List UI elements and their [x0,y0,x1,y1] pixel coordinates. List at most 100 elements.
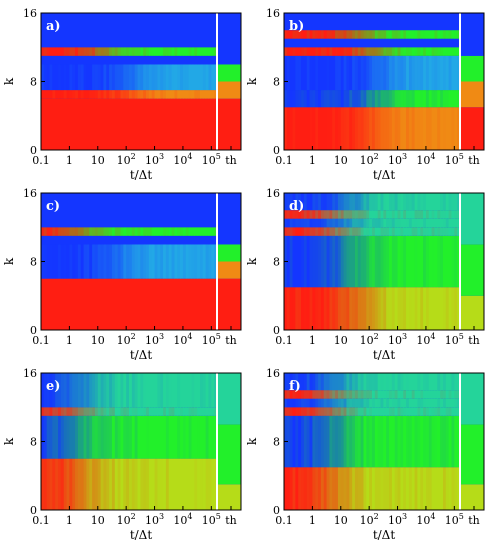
panel-a-cell [120,98,124,151]
panel-a-cell [126,47,130,56]
panel-a-label: a) [46,19,61,34]
panel-f-cell [363,390,367,399]
panel-b-cell [366,107,370,150]
panel-d-cell [394,218,399,228]
panel-e-cell [194,415,198,459]
panel-d-cell [337,287,342,330]
panel-f-cell [411,373,416,391]
panel-d-cell [295,235,299,288]
panel-d-cell [377,210,382,219]
panel-c-cell [103,244,107,279]
panel-e-cell [106,373,110,408]
panel-a-cell [134,55,139,65]
panel-e-cell [180,373,184,408]
panel-b-cell [301,107,305,150]
panel-d-cell [423,235,427,288]
panel-d-cell [445,210,450,219]
panel-c-cell [171,244,176,279]
panel-f-cell [377,398,382,408]
panel-a-x-tick-label: 1 [66,154,73,167]
panel-c-cell [55,227,59,236]
panel-c-x-tick-label: 105 [202,332,221,347]
panel-e-cell [171,407,176,416]
panel-c-cell [180,278,184,331]
panel-e-cell [106,407,110,416]
panel-f-cell [320,373,325,391]
panel-a-cell [106,13,110,48]
panel-f-cell [454,467,458,510]
panel-b-cell [323,47,328,56]
panel-b-cell [425,30,430,39]
panel-f-cell [445,398,450,408]
panel-a-cell [52,13,56,48]
panel-d-cell [357,287,362,330]
panel-d-cell [414,235,419,288]
panel-b-cell [346,30,350,39]
panel-d-cell [352,235,356,288]
panel-b-cell [380,38,384,48]
panel-b-cell [428,55,433,91]
panel-b-cell [349,90,353,108]
panel-f-cell [391,407,396,416]
panel-f-cell [400,398,404,408]
panel-b-cell [360,47,365,56]
panel-d-cell [383,287,387,330]
panel-e-cell [97,458,102,511]
panel-e-cell [182,415,187,459]
panel-c-cell [154,235,158,245]
panel-f-label: f) [289,379,301,394]
panel-b-cell [292,107,296,150]
panel-f-cell [286,390,291,399]
panel-c-cell [49,235,53,245]
panel-a-cell [100,90,105,99]
panel-f-cell [309,390,313,399]
panel-d-cell [397,210,401,219]
panel-d-cell [437,287,441,330]
panel-e-cell [41,373,45,408]
panel-e-cell [174,407,178,416]
panel-a-cell [43,98,48,151]
panel-f-cell [445,390,450,399]
panel-b-cell [457,107,461,150]
panel-f-y-tick-label: 8 [273,436,280,449]
panel-f-cell [340,415,345,468]
panel-d-cell [292,210,296,219]
panel-c-cell [191,278,195,331]
panel-b-cell [386,30,390,39]
panel-f-cell [397,467,401,510]
panel-d-cell [411,287,416,330]
panel-b-cell [343,47,348,56]
panel-d-cell [340,227,345,236]
panel-e-cell [185,373,190,408]
panel-d-cell [431,235,436,288]
panel-f-cell [292,407,296,416]
panel-d-cell [352,287,356,330]
panel-d-cell [383,210,387,219]
panel-a-cell [180,98,184,151]
panel-a-cell [131,13,136,48]
panel-c-cell [199,244,204,279]
panel-d-cell [312,218,316,228]
panel-c-cell [46,193,51,228]
panel-b-cell [400,55,404,91]
panel-a-cell [114,90,119,99]
panel-f-cell [343,398,348,408]
panel-c-x-tick-label: 1 [66,334,73,347]
panel-a-cell [92,98,96,151]
panel-b-cell [420,47,424,56]
panel-a-cell [41,13,45,48]
panel-a-cell [46,13,51,48]
panel-c-cell [177,235,181,245]
panel-e-cell [66,458,70,511]
panel-a-cell [129,98,133,151]
panel-f-cell [318,373,322,391]
panel-a-cell [111,90,116,99]
panel-f-cell [318,415,322,468]
panel-b-cell [457,90,461,108]
panel-a-cell [199,47,204,56]
panel-f-cell [374,407,379,416]
panel-b-cell [343,55,348,91]
panel-b-cell [318,38,322,48]
panel-f-cell [286,467,291,510]
panel-e-cell [171,373,176,408]
